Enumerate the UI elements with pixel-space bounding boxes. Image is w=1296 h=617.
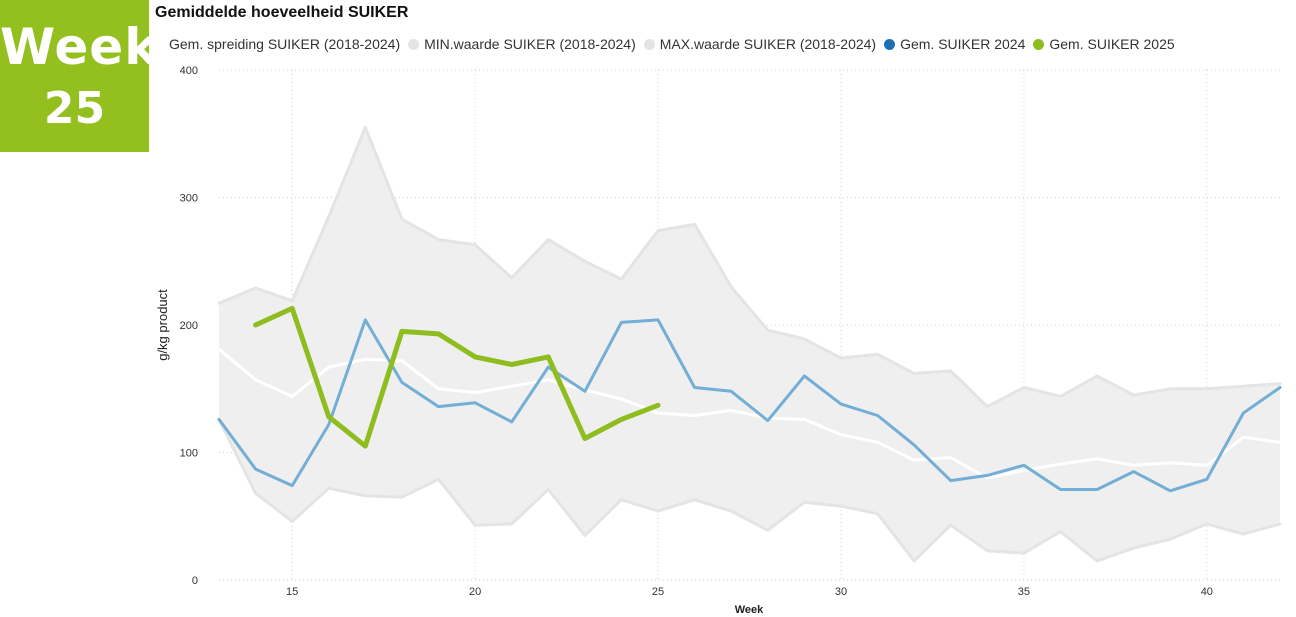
y-tick-label: 200 [180, 320, 198, 332]
legend-item-2025[interactable]: Gem. SUIKER 2025 [1033, 36, 1175, 52]
legend-label: MAX.waarde SUIKER (2018-2024) [659, 36, 877, 52]
chart-title: Gemiddelde hoeveelheid SUIKER [155, 4, 409, 21]
y-axis-ticks: 0 100 200 300 400 [180, 65, 198, 587]
series-line-max [217, 125, 1282, 409]
x-tick-label: 40 [1201, 586, 1213, 598]
x-tick-label: 30 [835, 586, 847, 598]
week-badge-label: Week [0, 18, 159, 76]
legend-item-2024[interactable]: Gem. SUIKER 2024 [884, 36, 1025, 52]
legend-label: MIN.waarde SUIKER (2018-2024) [424, 36, 636, 52]
x-axis-ticks: 15 20 25 30 35 40 [286, 586, 1213, 598]
legend-dot-max [643, 38, 655, 50]
legend-label: Gem. SUIKER 2025 [1049, 36, 1175, 52]
series-line-2024 [217, 318, 1282, 493]
series-line-min [217, 417, 1282, 563]
legend-dot-2025 [1033, 38, 1045, 50]
series-line-2025 [253, 305, 661, 449]
legend-label: Gem. spreiding SUIKER (2018-2024) [169, 36, 401, 52]
y-tick-label: 400 [180, 65, 198, 77]
legend-dot-min [408, 38, 420, 50]
week-badge-number: 25 [43, 83, 106, 134]
x-tick-label: 15 [286, 586, 298, 598]
x-tick-label: 35 [1018, 586, 1030, 598]
legend-item-min[interactable]: MIN.waarde SUIKER (2018-2024) [408, 36, 636, 52]
y-tick-label: 100 [180, 448, 198, 460]
week-badge: Week 25 [0, 0, 159, 152]
min-max-band [217, 125, 1282, 563]
legend-item-avg-spread[interactable]: Gem. spreiding SUIKER (2018-2024) [169, 36, 400, 52]
legend-item-max[interactable]: MAX.waarde SUIKER (2018-2024) [643, 36, 877, 52]
legend-label: Gem. SUIKER 2024 [900, 36, 1026, 52]
x-tick-label: 25 [652, 586, 664, 598]
x-tick-label: 20 [469, 586, 481, 598]
chart-legend: Gem. spreiding SUIKER (2018-2024) MIN.wa… [169, 36, 1183, 52]
legend-dot-2024 [884, 38, 896, 50]
x-axis-title: Week [735, 604, 764, 616]
y-tick-label: 300 [180, 193, 198, 205]
y-tick-label: 0 [192, 575, 198, 587]
min-max-band-area [219, 127, 1280, 561]
series-line-avg-spread [217, 347, 1282, 480]
y-axis-title: g/kg product [155, 289, 170, 361]
series-lines [217, 305, 1282, 493]
